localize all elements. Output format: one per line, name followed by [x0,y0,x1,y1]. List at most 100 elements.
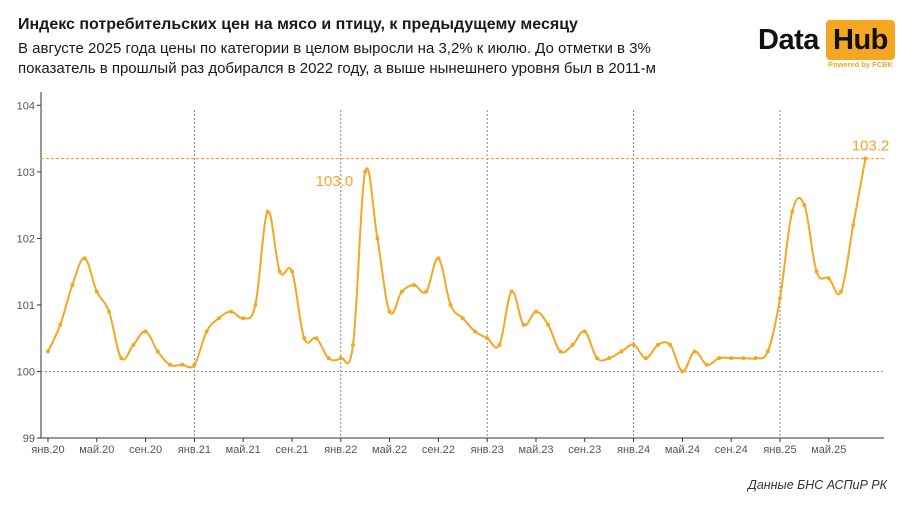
data-point [119,356,124,361]
data-point [546,322,551,327]
data-point [607,356,612,361]
data-point [839,289,843,294]
data-point [497,342,502,347]
logo-word-hub: Hub [826,20,895,60]
data-point [70,282,75,287]
data-point [107,309,111,314]
y-tick-label: 99 [23,433,35,445]
chart-title: Индекс потребительских цен на мясо и пти… [18,16,578,33]
data-point [485,336,490,341]
data-point [595,356,599,361]
x-tick-label: май.24 [665,444,700,456]
x-tick-label: янв.23 [471,444,504,456]
data-point [570,342,575,347]
x-tick-label: май.23 [518,444,553,456]
data-point [448,302,453,307]
x-tick-label: сен.24 [715,444,748,456]
x-tick-label: май.22 [372,444,407,456]
data-point [582,329,587,334]
data-point [338,356,343,361]
data-point [180,362,185,367]
data-point [229,309,233,314]
data-point [436,256,441,261]
data-source: Данные БНС АСПиР РК [748,478,887,492]
data-point [509,289,514,294]
logo-powered-by: Powered by FCBK [828,60,894,69]
x-tick-label: янв.25 [763,444,796,456]
data-point [521,322,526,327]
data-point [46,349,50,354]
data-point [216,316,221,321]
x-tick-label: янв.22 [324,444,357,456]
y-tick-label: 101 [17,300,35,312]
data-point [412,282,416,287]
y-tick-label: 102 [17,233,35,245]
data-point [241,316,246,321]
data-point [351,342,355,347]
data-point [473,329,477,334]
data-point [631,342,636,347]
data-point [717,356,721,361]
data-point [265,209,270,214]
data-point [741,356,746,361]
data-point [619,349,624,354]
chart-subtitle: В августе 2025 года цены по категории в … [18,40,656,77]
data-point [826,276,831,281]
data-point [863,156,868,161]
data-point [668,342,673,347]
x-tick-label: май.20 [79,444,114,456]
x-tick-label: май.25 [811,444,846,456]
data-point [399,289,404,294]
x-tick-label: май.21 [226,444,261,456]
data-point [375,236,380,241]
data-point [692,349,697,354]
data-point [765,349,770,354]
x-tick-label: сен.21 [276,444,309,456]
data-point [729,356,734,361]
datahub-logo: Data Hub Powered by FCBK [758,20,898,72]
data-point [155,349,160,354]
data-point [643,356,648,361]
data-point [387,309,392,314]
data-point [168,362,172,367]
series-line [47,158,867,373]
data-point [143,329,148,334]
data-point [704,362,709,367]
data-label-annotation: 103.0 [316,173,354,190]
data-point [314,336,319,341]
data-label-annotation: 103.2 [852,138,890,155]
data-point [534,309,538,314]
data-point [204,329,209,334]
data-point [814,269,819,274]
y-tick-label: 100 [17,366,35,378]
data-point [558,349,563,354]
data-point [790,209,795,214]
logo-word-data: Data [758,24,819,56]
data-point [460,316,465,321]
x-tick-label: янв.21 [178,444,211,456]
data-point [680,369,685,374]
data-point [277,269,282,274]
y-tick-label: 103 [17,167,35,179]
data-point [82,256,87,261]
data-point [290,269,294,274]
data-point [802,203,807,208]
x-tick-label: янв.24 [617,444,650,456]
data-point [656,342,660,347]
x-tick-label: янв.20 [31,444,64,456]
data-point [58,322,63,327]
data-point [326,356,331,361]
data-point [363,169,368,174]
x-tick-label: сен.20 [129,444,162,456]
data-point [778,296,782,301]
data-point [851,223,856,228]
data-point [753,356,758,361]
data-point [94,289,99,294]
data-point [192,362,197,367]
x-tick-label: сен.22 [422,444,455,456]
data-point [302,336,307,341]
y-tick-label: 104 [17,100,35,112]
x-tick-label: сен.23 [568,444,601,456]
data-point [253,302,258,307]
